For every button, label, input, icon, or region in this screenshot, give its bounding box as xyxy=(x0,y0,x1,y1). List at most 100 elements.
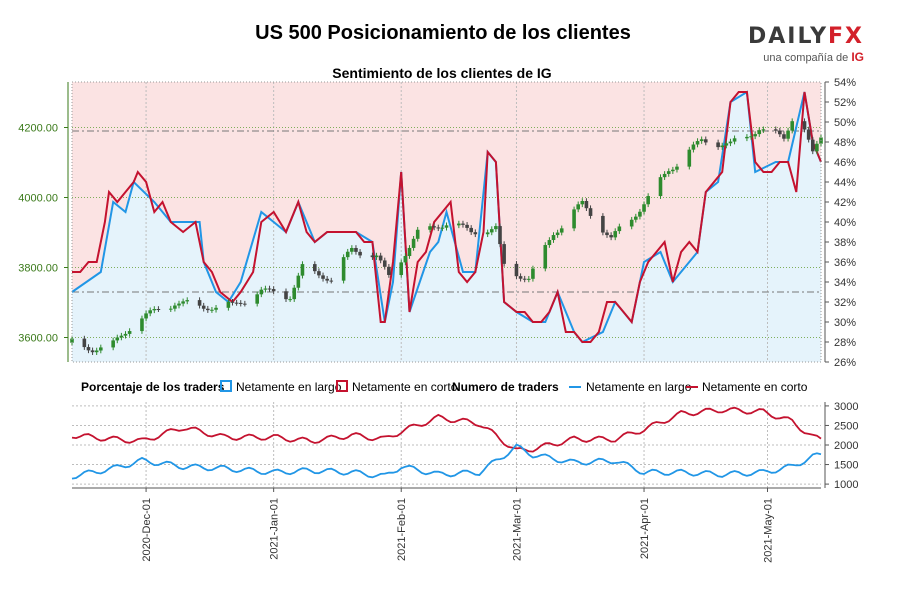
series-net-short-pct xyxy=(72,91,822,343)
candle-body xyxy=(687,149,692,167)
candle-body xyxy=(210,309,214,311)
candle-body xyxy=(646,196,650,205)
candle-body xyxy=(185,300,190,302)
candle-body xyxy=(201,305,206,309)
candle-body xyxy=(720,145,725,148)
candle-body xyxy=(329,280,334,282)
candle-body xyxy=(773,129,778,131)
candle-body xyxy=(444,225,449,228)
x-tick-label: 2021-Apr-01 xyxy=(639,498,651,559)
candle-body xyxy=(617,226,622,232)
candle-body xyxy=(580,201,585,205)
candle-body xyxy=(140,318,144,332)
price-tick-label: 3800.00 xyxy=(18,263,58,275)
candle-body xyxy=(485,232,490,235)
candle-body xyxy=(382,260,387,267)
percent-tick-label: 52% xyxy=(834,97,856,109)
candle-body xyxy=(461,223,465,225)
x-tick-label: 2020-Dec-01 xyxy=(141,498,153,562)
candle-body xyxy=(716,142,720,148)
candle-body xyxy=(267,288,272,290)
candle-body xyxy=(518,276,523,279)
candle-body xyxy=(745,136,749,139)
candle-body xyxy=(724,143,729,146)
candle-body xyxy=(156,308,161,310)
main-panel: 3600.00 3800.00 4000.00 4200.00 26% 28% 30% 32%… xyxy=(18,77,856,369)
candle-body xyxy=(498,226,502,245)
candle-body xyxy=(671,169,675,172)
dailyfx-logo: DAILYFX una compañía de IG xyxy=(748,24,864,64)
candle-body xyxy=(531,268,535,279)
candle-body xyxy=(666,171,671,174)
candle-body xyxy=(551,235,556,241)
candle-body xyxy=(123,333,128,336)
percent-tick-label: 38% xyxy=(834,237,856,249)
candle-body xyxy=(810,139,815,152)
legend-pct-short-swatch xyxy=(336,380,348,392)
candle-body xyxy=(584,201,589,209)
candle-body xyxy=(782,134,786,139)
candle-body xyxy=(469,227,473,233)
candle-body xyxy=(115,337,120,341)
series-net-short-count xyxy=(71,406,822,453)
candle-body xyxy=(588,208,593,216)
price-tick-label: 4000.00 xyxy=(18,193,58,205)
candle-body xyxy=(786,130,790,139)
percent-tick-label: 40% xyxy=(834,217,856,229)
candle-body xyxy=(634,216,638,220)
count-tick-label: 2000 xyxy=(834,440,858,452)
candle-body xyxy=(601,215,605,233)
candle-body xyxy=(255,294,259,304)
logo-tagline: una compañía de xyxy=(763,52,849,64)
candle-body xyxy=(415,229,420,239)
candle-body xyxy=(354,247,358,252)
candle-body xyxy=(378,255,383,261)
candle-body xyxy=(728,141,733,144)
count-tick-label: 2500 xyxy=(834,420,858,432)
candle-body xyxy=(292,287,297,300)
candle-body xyxy=(374,255,379,258)
percent-tick-label: 46% xyxy=(834,157,856,169)
candle-body xyxy=(638,211,642,217)
percent-tick-label: 28% xyxy=(834,337,856,349)
candle-body xyxy=(749,136,753,138)
candle-body xyxy=(559,228,564,233)
percent-tick-label: 42% xyxy=(834,197,856,209)
candle-body xyxy=(350,247,354,252)
candle-body xyxy=(790,121,794,131)
candle-body xyxy=(144,313,148,319)
candle-body xyxy=(522,278,527,280)
candle-body xyxy=(111,340,115,348)
legend-pct-title: Porcentaje de los traders xyxy=(81,380,225,394)
candle-body xyxy=(547,240,552,246)
candle-body xyxy=(148,310,152,314)
candle-body xyxy=(325,278,329,281)
candle-body xyxy=(576,204,580,210)
candle-body xyxy=(572,209,576,229)
candle-body xyxy=(152,308,157,311)
candle-body xyxy=(263,288,268,290)
candle-body xyxy=(387,266,391,275)
candle-body xyxy=(543,245,548,269)
candle-body xyxy=(555,232,560,236)
legend: Porcentaje de los traders Netamente en l… xyxy=(81,380,808,394)
candle-body xyxy=(662,173,667,178)
percent-tick-label: 36% xyxy=(834,257,856,269)
candle-body xyxy=(99,347,103,351)
candle-body xyxy=(613,231,618,238)
candle-body xyxy=(411,238,416,248)
candle-body xyxy=(465,224,469,228)
candle-body xyxy=(502,244,506,264)
percent-tick-label: 54% xyxy=(834,77,856,89)
candle-body xyxy=(658,177,663,197)
x-tick-label: 2021-Mar-01 xyxy=(511,498,523,561)
candle-body xyxy=(605,232,609,236)
candle-body xyxy=(313,264,317,272)
candle-body xyxy=(230,301,235,303)
legend-pct-long-swatch xyxy=(220,380,232,392)
candle-body xyxy=(732,138,737,142)
candle-body xyxy=(703,139,708,143)
candle-body xyxy=(317,271,321,276)
candle-body xyxy=(86,347,91,351)
